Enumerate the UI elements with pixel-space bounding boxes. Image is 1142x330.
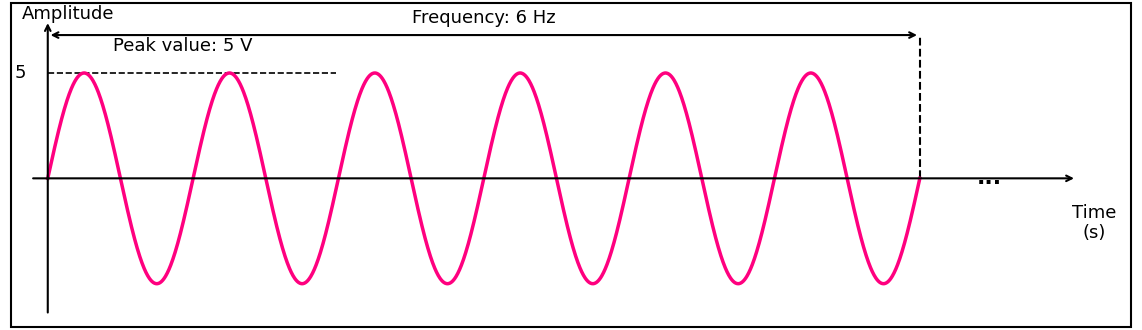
Text: Amplitude: Amplitude bbox=[22, 5, 114, 23]
Text: 5: 5 bbox=[15, 64, 26, 82]
Text: ...: ... bbox=[978, 168, 1003, 188]
Text: Frequency: 6 Hz: Frequency: 6 Hz bbox=[412, 9, 556, 27]
Text: Time
(s): Time (s) bbox=[1072, 204, 1117, 243]
Text: Peak value: 5 V: Peak value: 5 V bbox=[113, 37, 252, 54]
